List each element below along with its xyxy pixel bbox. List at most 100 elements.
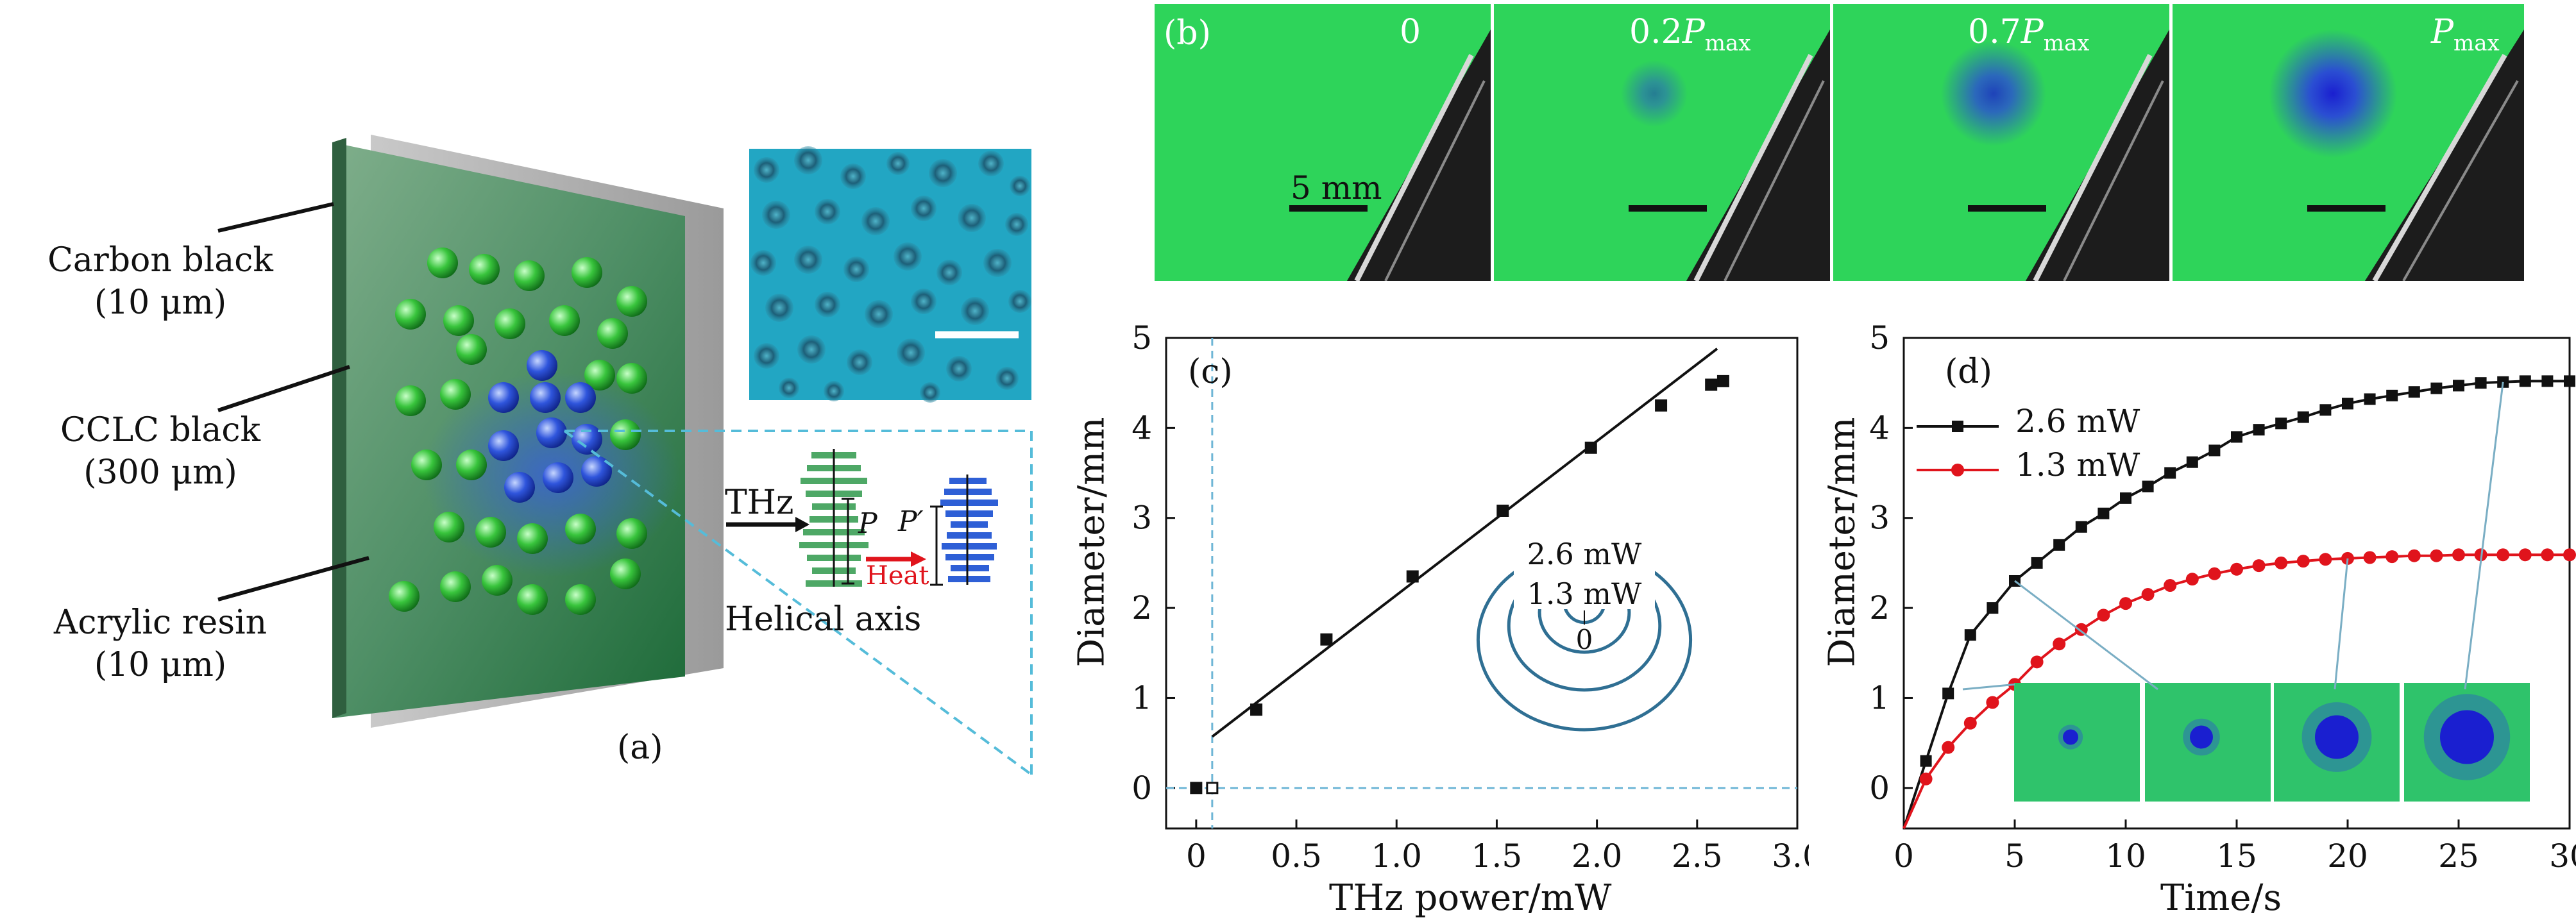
chart-d-xlabel: Time/s: [2160, 877, 2282, 919]
chart-d-xtick-label: 30: [2549, 837, 2576, 875]
series-1-point: [2475, 377, 2487, 389]
chart-c-frame: [1165, 337, 1799, 830]
pitch-label-heated: P′: [898, 505, 924, 538]
inset-spot-1: [2063, 729, 2078, 745]
chart-d-ylabel: Diameter/mm: [1821, 417, 1863, 668]
chart-c-xtick-label: 2.5: [1672, 837, 1723, 875]
pitch-label: P: [858, 507, 877, 540]
chart-d-ytick-label: 2: [1869, 589, 1890, 626]
data-point: [1655, 399, 1668, 412]
chart-d: 0 5 10 15 20 25 30 0 1 2 3 4 5: [1869, 319, 2576, 875]
panel-c-label: (c): [1188, 353, 1233, 391]
panel-d-label: (d): [1945, 353, 1992, 391]
data-point: [1716, 374, 1729, 387]
series-2-point: [2030, 655, 2044, 669]
inset-connector-2: [2014, 580, 2158, 691]
series-1-point: [2297, 411, 2309, 423]
series-1-point: [2031, 557, 2043, 569]
series-1-point: [2231, 431, 2242, 443]
series-1-point: [2208, 444, 2221, 457]
data-point: [1206, 782, 1219, 794]
data-point: [1320, 633, 1333, 646]
series-2-point: [2208, 567, 2221, 580]
data-point: [1250, 703, 1263, 716]
thz-imaging-frames: [1155, 4, 2524, 281]
series-2-point: [2430, 549, 2443, 562]
microscope-image: [749, 149, 1031, 400]
panel-b-label: (b): [1164, 14, 1211, 53]
frame-power-label-4: Pmax: [2431, 13, 2500, 56]
chart-c-xtick-label: 0.5: [1271, 837, 1322, 875]
series-2-point: [2053, 637, 2066, 651]
series-1-point: [2408, 386, 2420, 398]
panel-a: Carbon black (10 μm) CCLC black (300 μm)…: [0, 0, 1052, 924]
legend-marker-1: [1952, 421, 1963, 432]
thz-spot-3: [1941, 41, 2046, 146]
thz-spot-2: [1621, 60, 1688, 127]
series-2-point: [2230, 562, 2243, 576]
inset-spot-2: [2190, 725, 2213, 749]
frame-power-label-3: 0.7Pmax: [1968, 13, 2090, 56]
data-point: [1406, 570, 1419, 583]
legend-entry-2-6mw: 2.6 mW: [2015, 403, 2140, 440]
series-2-point: [2407, 549, 2421, 562]
chart-d-ytick-label: 4: [1869, 409, 1890, 446]
inset-image-1: [2014, 683, 2140, 802]
chart-d-ytick-label: 1: [1869, 679, 1890, 716]
frame-power-label-1: 0: [1400, 13, 1421, 51]
legend-marker-2: [1951, 464, 1964, 476]
series-2-point: [2141, 588, 2155, 601]
inset-connector-3: [2334, 558, 2349, 690]
series-1-point: [2275, 417, 2287, 430]
chart-c-ytick-label: 0: [1131, 769, 1152, 807]
frame-3: [1833, 4, 2169, 281]
chart-c-xtick-label: 1.5: [1471, 837, 1523, 875]
data-point: [1705, 378, 1718, 391]
scale-bar-4: [2307, 205, 2385, 212]
series-1-point: [2364, 393, 2376, 405]
series-1-point: [2097, 507, 2110, 519]
chart-c-xtick-label: 2.0: [1572, 837, 1623, 875]
series-1-point: [2430, 382, 2443, 394]
thz-label: THz: [725, 483, 794, 522]
chart-c-ylabel: Diameter/mm: [1071, 417, 1113, 668]
chart-d-xtick-label: 10: [2105, 837, 2146, 875]
data-point: [1584, 441, 1597, 454]
series-2-point: [2363, 551, 2377, 564]
series-2-point: [2164, 579, 2177, 592]
series-1-point: [1942, 687, 1954, 700]
series-1-point: [1987, 602, 1999, 614]
series-2-point: [1942, 741, 1955, 754]
chart-d-ytick-label: 5: [1869, 319, 1890, 357]
panel-b: (b) 0 0.2Pmax 0.7Pmax Pmax 5 mm: [1155, 4, 2524, 281]
series-2-point: [2097, 609, 2110, 622]
heat-label: Heat: [866, 561, 929, 591]
chart-c-xtick-label: 1.0: [1371, 837, 1422, 875]
inset-connector-1: [1962, 683, 2015, 691]
inset-spot-4: [2440, 710, 2494, 764]
chart-d-xtick-label: 20: [2327, 837, 2368, 875]
series-1-point: [2519, 375, 2531, 387]
series-1-point: [2564, 375, 2575, 387]
series-2-point: [1986, 696, 1999, 709]
green-spheres: [389, 248, 647, 615]
series-2-point: [2119, 597, 2132, 610]
series-1-point: [2386, 389, 2398, 401]
chart-c-ytick-label: 2: [1131, 589, 1152, 626]
scale-bar-1: [1289, 205, 1368, 212]
series-2-point: [2319, 553, 2332, 566]
cclc-device-illustration: [217, 135, 1033, 776]
series-1-point: [2142, 480, 2154, 492]
series-2-point: [1963, 716, 1977, 730]
series-1-point: [2120, 492, 2131, 504]
panel-d: 0 5 10 15 20 25 30 0 1 2 3 4 5 Diameter/mm Time/s (d…: [1809, 314, 2576, 924]
blue-helix: [940, 478, 998, 582]
chart-c-ytick-label: 1: [1131, 679, 1152, 716]
scale-bar-3: [1968, 205, 2046, 212]
chart-c-ytick-label: 3: [1131, 500, 1152, 537]
series-1-point: [2186, 456, 2198, 468]
series-2-point: [2275, 556, 2288, 569]
frame-4: [2173, 4, 2524, 281]
series-2-point: [2185, 573, 2199, 586]
inset-spot-images: [2014, 683, 2530, 802]
